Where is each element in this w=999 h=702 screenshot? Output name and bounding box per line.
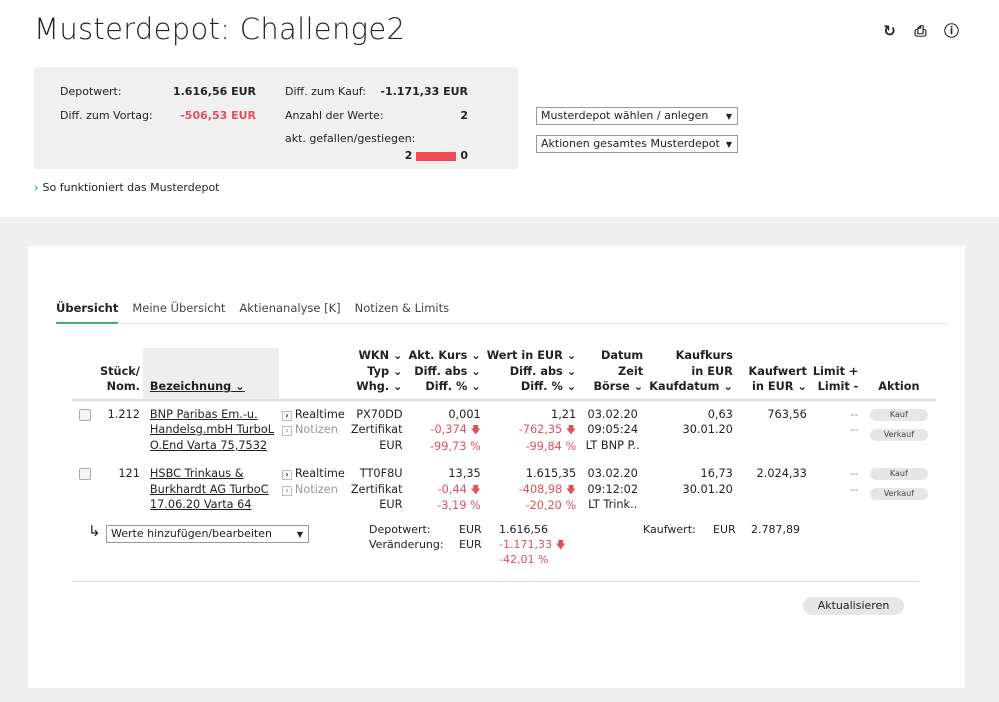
table-row: 1.212 BNP Paribas Em.-u. Handelsg.mbH Tur… — [72, 400, 936, 461]
kurs: 0,001 -0,374 🡇 -99,73 % — [429, 407, 481, 453]
depotwert-label: Depotwert: — [60, 85, 122, 98]
kaufwert: 763,56 — [767, 407, 807, 421]
arrow-down-icon: 🡇 — [470, 484, 481, 496]
tab-uebersicht[interactable]: Übersicht — [56, 301, 119, 324]
holdings-table: Stück/Nom. Bezeichnung ⌄ WKN ⌄ Typ ⌄ Whg. … — [72, 348, 937, 520]
notizen-link[interactable]: › Notizen — [281, 422, 345, 438]
col-bezeichnung[interactable]: Bezeichnung ⌄ — [142, 348, 279, 401]
notizen-link[interactable]: › Notizen — [281, 482, 345, 498]
security-link[interactable]: HSBC Trinkaus & Burkhardt AG TurboC 17.06.… — [149, 467, 269, 511]
sell-button[interactable]: Verkauf — [869, 428, 928, 441]
refresh-button[interactable]: Aktualisieren — [803, 597, 904, 615]
kaufkurs: 16,73 30.01.20 — [682, 467, 733, 496]
buy-button[interactable]: Kauf — [869, 408, 928, 421]
stueck: 1.212 — [107, 407, 140, 421]
col-wert[interactable]: Wert in EUR ⌄ Diff. abs ⌄ Diff. % ⌄ — [483, 348, 580, 401]
anzahl-label: Anzahl der Werte: — [285, 109, 384, 122]
add-values-select[interactable]: Werte hinzufügen/bearbeiten — [106, 525, 309, 543]
row-checkbox[interactable] — [78, 408, 91, 421]
anzahl-value: 2 — [460, 109, 468, 122]
col-limit: Limit + Limit - — [809, 348, 862, 401]
wkn-typ-whg: PX70DD Zertifikat EUR — [350, 407, 403, 452]
arrow-down-icon: 🡇 — [565, 425, 577, 436]
vortag-value: -506,53 EUR — [180, 109, 256, 122]
chevron-right-icon: › — [281, 470, 292, 480]
tab-notizen-limits[interactable]: Notizen & Limits — [354, 301, 450, 315]
gefallen-count: 2 — [404, 149, 413, 162]
kaufwert: 2.024,33 — [756, 467, 807, 480]
tab-bar: Übersicht Meine Übersicht Aktienanalyse … — [56, 301, 947, 324]
col-kaufwert[interactable]: Kaufwert in EUR ⌄ — [735, 348, 810, 401]
print-icon[interactable]: ⎙ — [914, 22, 927, 40]
col-aktion: Aktion — [861, 348, 937, 401]
table-header: Stück/Nom. Bezeichnung ⌄ WKN ⌄ Typ ⌄ Whg. … — [72, 348, 937, 401]
realtime-link[interactable]: › Realtime — [281, 407, 345, 423]
kurs: 13,35 -0,44 🡇 -3,19 % — [437, 467, 481, 512]
chevron-right-icon: › — [281, 426, 292, 436]
arrow-return-icon: ↳ — [88, 522, 101, 540]
page-title: Musterdepot: Challenge2 — [34, 12, 406, 46]
arrow-down-icon: 🡇 — [555, 540, 566, 551]
total-depotwert: 1.616,56 — [499, 523, 548, 536]
total-depotwert-label: Depotwert: — [369, 523, 431, 536]
col-kaufkurs[interactable]: Kaufkurs in EUR Kaufdatum ⌄ — [646, 348, 736, 401]
col-stueck[interactable]: Stück/Nom. — [97, 348, 143, 401]
aktionen-select[interactable]: Aktionen gesamtes Musterdepot — [536, 135, 738, 153]
chevron-right-icon: › — [34, 181, 39, 194]
chevron-right-icon: › — [281, 410, 292, 421]
arrow-down-icon: 🡇 — [470, 425, 481, 436]
wkn-typ-whg: TT0F8U Zertifikat EUR — [350, 467, 403, 511]
total-change-pct: -42,01 % — [499, 553, 549, 566]
col-wkn[interactable]: WKN ⌄ Typ ⌄ Whg. ⌄ — [347, 348, 406, 401]
depot-select[interactable]: Musterdepot wählen / anlegen — [536, 107, 738, 125]
tab-aktienanalyse[interactable]: Aktienanalyse [K] — [239, 301, 341, 315]
datum-zeit-boerse: 03.02.20 09:12:02 LT Trink.. — [587, 467, 639, 511]
wert: 1.615,35 -408,98 🡇 -20,20 % — [518, 467, 577, 512]
gefallen-label: akt. gefallen/gestiegen: — [285, 132, 416, 145]
kauf-value: -1.171,33 EUR — [380, 85, 468, 98]
refresh-icon[interactable]: ↻ — [883, 22, 896, 40]
total-kaufwert-label: Kaufwert: — [643, 523, 696, 536]
total-change: -1.171,33 🡇 — [499, 538, 566, 551]
help-icon[interactable]: ⓘ — [943, 22, 959, 40]
vortag-label: Diff. zum Vortag: — [60, 109, 153, 122]
datum-zeit-boerse: 03.02.20 09:05:24 LT BNP P.. — [585, 407, 640, 452]
realtime-link[interactable]: › Realtime — [281, 466, 345, 482]
tab-meine-uebersicht[interactable]: Meine Übersicht — [132, 301, 226, 315]
limits: -- -- — [850, 407, 859, 437]
depotwert-value: 1.616,56 EUR — [172, 85, 256, 98]
sell-button[interactable]: Verkauf — [869, 488, 928, 500]
currency: EUR — [459, 538, 482, 551]
arrow-down-icon: 🡇 — [565, 484, 577, 496]
security-link[interactable]: BNP Paribas Em.-u. Handelsg.mbH TurboL O.E… — [149, 407, 275, 452]
how-it-works-label: So funktioniert das Musterdepot — [42, 181, 220, 194]
stueck: 121 — [118, 467, 140, 480]
currency: EUR — [713, 523, 736, 536]
total-change-label: Veränderung: — [369, 538, 444, 551]
gestiegen-count: 0 — [460, 149, 468, 162]
wert: 1,21 -762,35 🡇 -99,84 % — [518, 407, 577, 453]
kauf-label: Diff. zum Kauf: — [285, 85, 366, 98]
gefallen-bar — [416, 151, 457, 161]
col-datum[interactable]: Datum Zeit Börse ⌄ — [579, 348, 647, 401]
total-kaufwert: 2.787,89 — [751, 523, 800, 536]
table-row: 121 HSBC Trinkaus & Burkhardt AG TurboC 17… — [72, 460, 936, 520]
portfolio-card: Übersicht Meine Übersicht Aktienanalyse … — [28, 246, 965, 688]
divider — [72, 581, 919, 582]
how-it-works-link[interactable]: › So funktioniert das Musterdepot — [34, 181, 220, 194]
depot-summary: Depotwert: 1.616,56 EUR Diff. zum Vortag… — [34, 67, 518, 169]
row-checkbox[interactable] — [78, 468, 91, 480]
buy-button[interactable]: Kauf — [869, 468, 928, 480]
kaufkurs: 0,63 30.01.20 — [682, 407, 733, 437]
currency: EUR — [459, 523, 482, 536]
limits: -- -- — [850, 467, 859, 496]
header-area: Musterdepot: Challenge2 ↻ ⎙ ⓘ Depotwert:… — [0, 0, 999, 217]
col-kurs[interactable]: Akt. Kurs ⌄ Diff. abs ⌄ Diff. % ⌄ — [405, 348, 484, 401]
chevron-right-icon: › — [281, 485, 292, 496]
